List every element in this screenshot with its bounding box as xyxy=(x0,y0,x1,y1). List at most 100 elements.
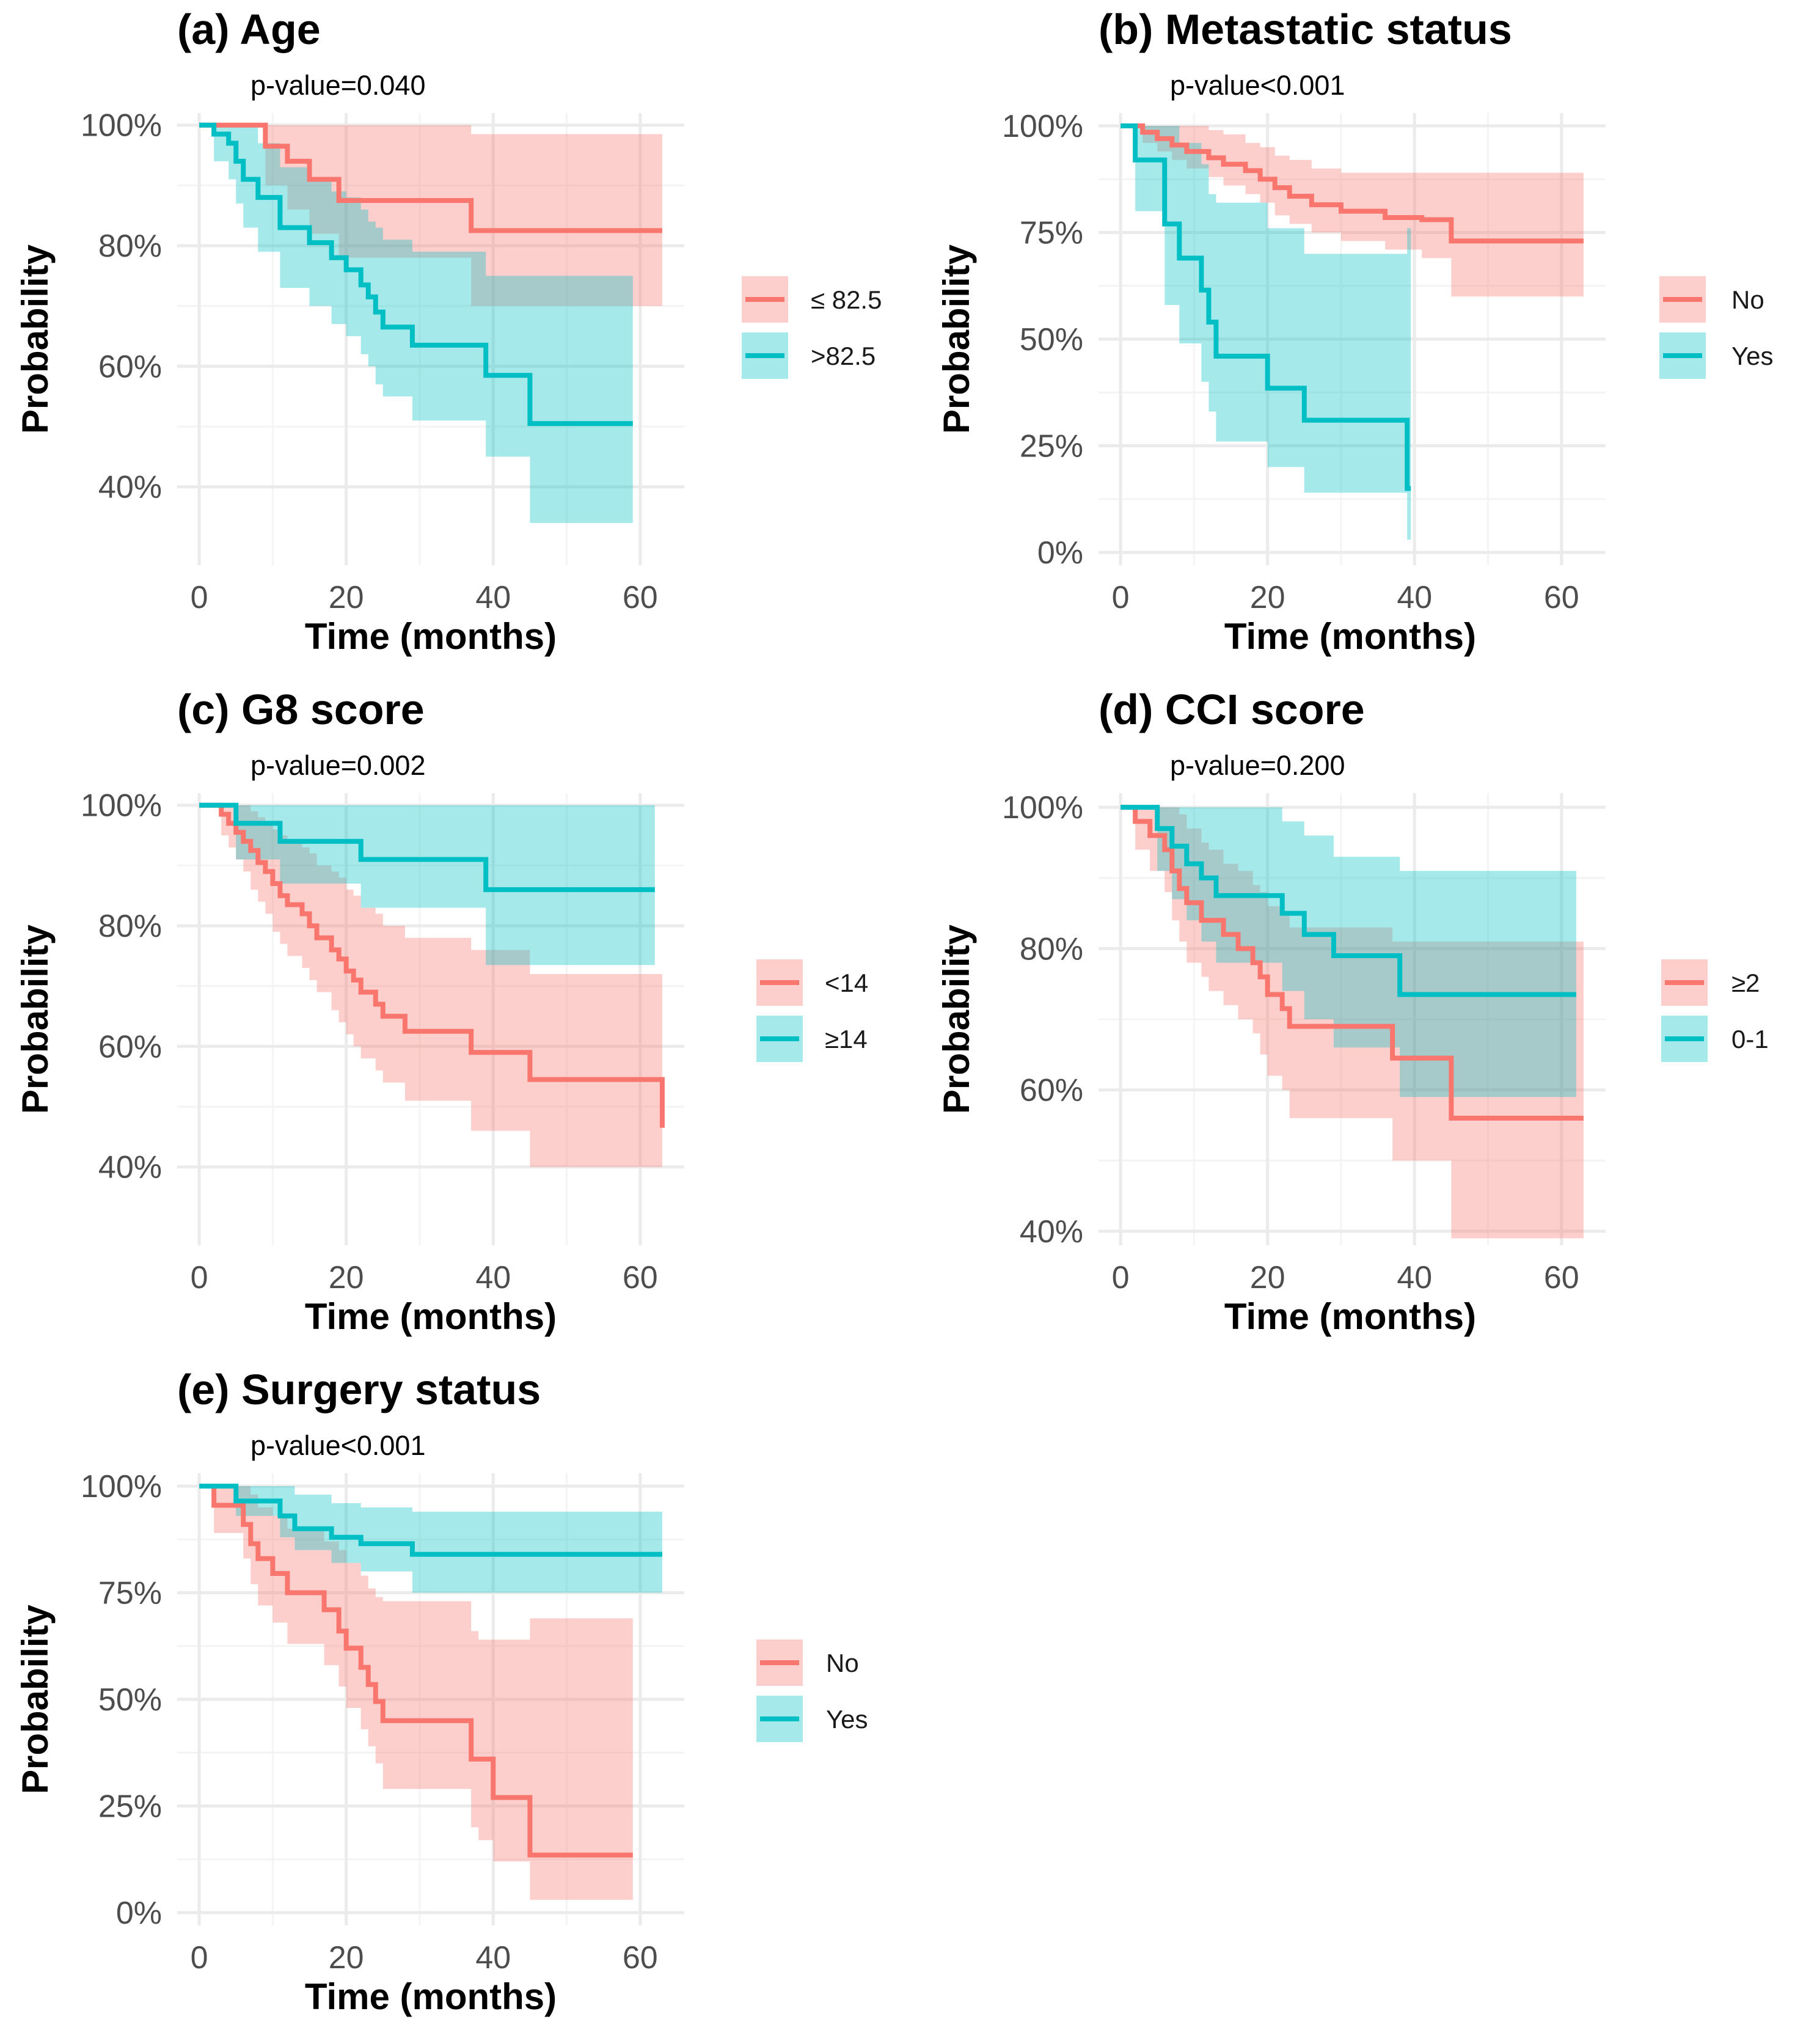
legend-key xyxy=(1659,332,1706,379)
legend-key xyxy=(1661,959,1708,1006)
panel-title: (e) Surgery status xyxy=(177,1366,541,1413)
y-tick-label: 100% xyxy=(1002,109,1083,144)
x-tick-label: 0 xyxy=(191,1940,208,1976)
km-panel: (e) Surgery status p-value<0.001 0% 25% 50% 7… xyxy=(15,1366,868,2017)
survival-line-teal xyxy=(1121,805,1576,997)
y-axis-title: Probability xyxy=(15,1604,56,1794)
y-tick-label: 40% xyxy=(98,1150,162,1185)
survival-line-red xyxy=(1121,123,1584,244)
survival-line-teal xyxy=(199,122,633,427)
x-tick-label: 40 xyxy=(475,580,511,615)
panel-title: (b) Metastatic status xyxy=(1099,5,1512,53)
survival-line-red xyxy=(1121,805,1584,1121)
x-tick-label: 0 xyxy=(191,1260,208,1295)
y-tick-label: 100% xyxy=(1002,790,1083,826)
p-value-label: p-value=0.040 xyxy=(250,70,425,101)
y-tick-label: 60% xyxy=(98,1029,162,1064)
p-value-label: p-value=0.002 xyxy=(250,750,425,781)
ci-band-red xyxy=(1121,807,1584,1239)
x-tick-label: 20 xyxy=(329,1260,364,1295)
x-tick-label: 60 xyxy=(1544,1260,1579,1295)
y-tick-label: 40% xyxy=(1020,1214,1083,1250)
ci-band-teal xyxy=(199,1485,662,1593)
x-tick-label: 20 xyxy=(1250,1260,1285,1295)
y-axis-title: Probability xyxy=(15,244,56,434)
survival-line-red xyxy=(199,122,662,233)
legend-label: ≥2 xyxy=(1731,969,1760,997)
km-panel: (c) G8 score p-value=0.002 40% 60% 80% 100% 0 2… xyxy=(15,686,868,1337)
x-tick-label: 60 xyxy=(623,1940,658,1976)
ci-band-teal xyxy=(1121,125,1411,540)
ci-band-teal xyxy=(199,805,655,965)
x-tick-label: 60 xyxy=(623,580,658,615)
survival-line-teal xyxy=(199,802,655,892)
ci-band-red xyxy=(199,805,662,1228)
legend-label: No xyxy=(826,1649,859,1677)
ci-band-teal xyxy=(1121,807,1576,1097)
legend-key xyxy=(756,1639,803,1686)
x-tick-label: 40 xyxy=(475,1260,511,1295)
x-tick-label: 20 xyxy=(329,580,364,615)
y-tick-label: 0% xyxy=(116,1896,162,1931)
survival-line-red xyxy=(199,802,665,1128)
y-tick-label: 50% xyxy=(98,1682,162,1718)
y-tick-label: 60% xyxy=(98,349,162,384)
x-tick-label: 40 xyxy=(1397,580,1432,615)
ci-band-red xyxy=(199,125,662,306)
legend-key xyxy=(742,332,788,379)
y-axis-title: Probability xyxy=(936,924,977,1114)
survival-line-teal xyxy=(1121,123,1411,491)
p-value-label: p-value=0.200 xyxy=(1170,750,1345,781)
y-tick-label: 80% xyxy=(98,229,162,264)
x-tick-label: 20 xyxy=(1250,580,1285,615)
y-tick-label: 40% xyxy=(98,470,162,505)
legend-key xyxy=(756,1016,803,1062)
x-tick-label: 0 xyxy=(1112,580,1130,615)
legend-label: Yes xyxy=(826,1705,868,1734)
ci-band-teal xyxy=(199,125,633,523)
km-panel: (b) Metastatic status p-value<0.001 0% 25% 5… xyxy=(936,5,1774,657)
panel-title: (c) G8 score xyxy=(177,686,425,733)
p-value-label: p-value<0.001 xyxy=(250,1430,425,1461)
y-tick-label: 50% xyxy=(1020,322,1083,357)
panel-title: (a) Age xyxy=(177,5,321,53)
y-tick-label: 100% xyxy=(81,1469,162,1504)
legend-label: Yes xyxy=(1731,342,1774,370)
x-tick-label: 40 xyxy=(475,1940,511,1976)
y-axis-title: Probability xyxy=(15,924,56,1114)
x-tick-label: 0 xyxy=(1112,1260,1130,1295)
x-axis-title: Time (months) xyxy=(305,1296,557,1337)
x-tick-label: 40 xyxy=(1397,1260,1432,1295)
y-tick-label: 25% xyxy=(1020,429,1083,464)
y-tick-label: 75% xyxy=(1020,215,1083,251)
y-axis-title: Probability xyxy=(936,244,977,434)
legend-label: >82.5 xyxy=(811,342,876,370)
legend-key xyxy=(742,276,788,323)
y-tick-label: 75% xyxy=(98,1575,162,1611)
y-tick-label: 100% xyxy=(81,788,162,824)
x-axis-title: Time (months) xyxy=(1224,616,1476,657)
y-tick-label: 80% xyxy=(98,909,162,944)
x-axis-title: Time (months) xyxy=(1224,1296,1476,1337)
legend-label: ≤ 82.5 xyxy=(811,285,882,314)
survival-line-teal xyxy=(199,1483,662,1557)
p-value-label: p-value<0.001 xyxy=(1170,70,1345,101)
legend-key xyxy=(1659,276,1706,323)
legend-key xyxy=(1661,1016,1708,1062)
x-tick-label: 60 xyxy=(623,1260,658,1295)
survival-line-red xyxy=(199,1483,633,1858)
km-panel: (a) Age p-value=0.040 40% 60% 80% 100% 0 20 40 60… xyxy=(15,5,882,657)
y-tick-label: 60% xyxy=(1020,1073,1083,1108)
x-tick-label: 60 xyxy=(1544,580,1579,615)
x-axis-title: Time (months) xyxy=(305,616,557,657)
panel-title: (d) CCI score xyxy=(1099,686,1365,733)
legend-label: 0-1 xyxy=(1731,1025,1769,1053)
x-tick-label: 20 xyxy=(329,1940,364,1976)
legend-label: ≥14 xyxy=(825,1025,868,1053)
legend-label: No xyxy=(1731,285,1764,314)
legend-label: <14 xyxy=(825,969,868,997)
x-tick-label: 0 xyxy=(191,580,208,615)
km-panel: (d) CCI score p-value=0.200 40% 60% 80% 100% 0… xyxy=(936,686,1769,1337)
y-tick-label: 100% xyxy=(81,108,162,144)
legend-key xyxy=(756,959,803,1006)
